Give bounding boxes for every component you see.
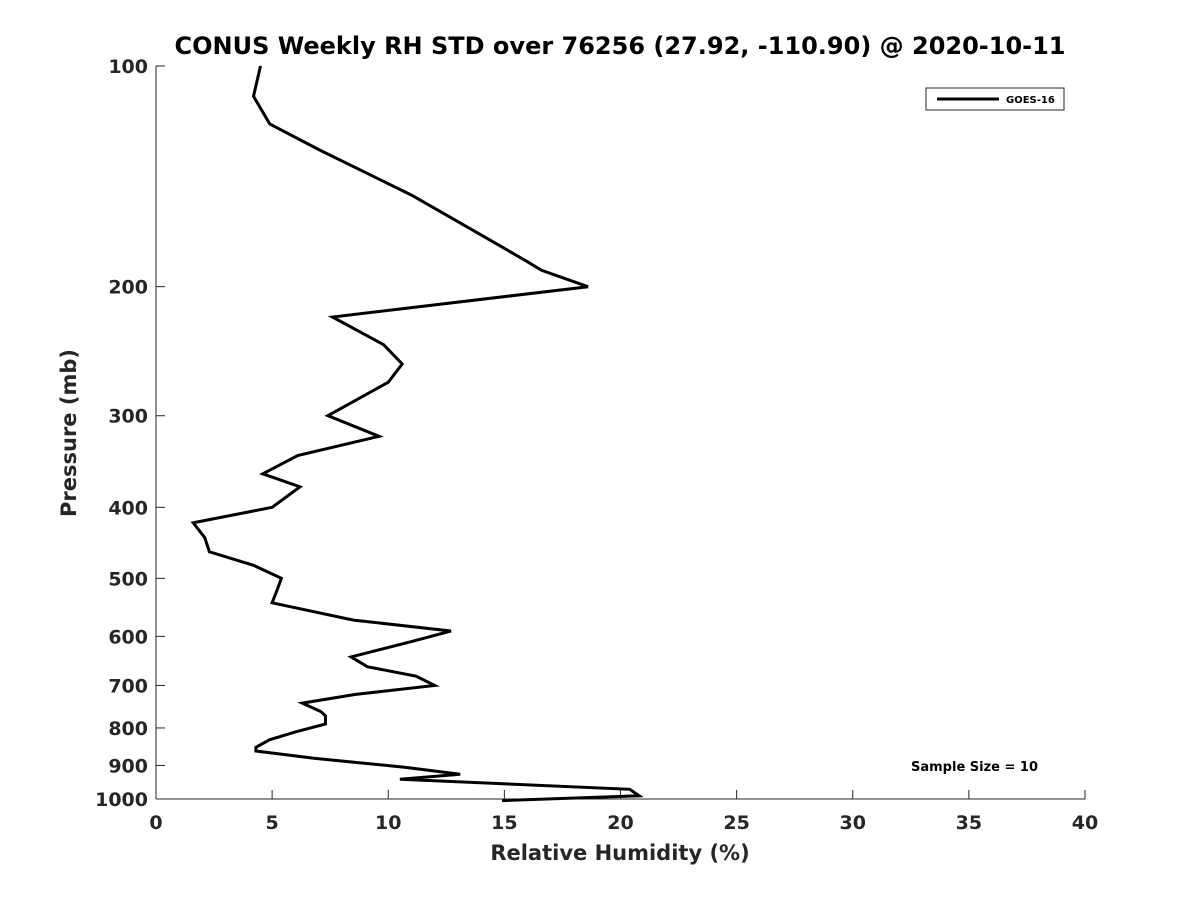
- x-tick-label: 5: [266, 812, 279, 834]
- y-tick-label: 200: [108, 277, 148, 299]
- y-tick-label: 300: [108, 406, 148, 428]
- x-tick-label: 30: [840, 812, 866, 834]
- x-ticks: 0 5 10 15 20 25 30 35 40: [149, 790, 1098, 834]
- y-tick-label: 1000: [95, 789, 148, 811]
- sample-size-annotation: Sample Size = 10: [911, 760, 1038, 775]
- x-tick-label: 0: [149, 812, 162, 834]
- y-ticks: 100 200 300 400 500 600 700 800 900 1000: [95, 56, 165, 811]
- y-axis-label: Pressure (mb): [57, 349, 81, 517]
- legend: GOES-16: [925, 87, 1065, 111]
- x-tick-label: 40: [1072, 812, 1098, 834]
- y-tick-label: 600: [108, 626, 148, 648]
- y-tick-label: 800: [108, 718, 148, 740]
- y-tick-label: 900: [108, 755, 148, 777]
- x-axis-label: Relative Humidity (%): [490, 841, 749, 865]
- series-layer: [190, 65, 644, 803]
- legend-entry: GOES-16: [1006, 95, 1055, 106]
- x-tick-label: 15: [491, 812, 517, 834]
- x-tick-label: 20: [607, 812, 633, 834]
- y-tick-label: 100: [108, 56, 148, 78]
- y-tick-label: 700: [108, 675, 148, 697]
- y-tick-label: 400: [108, 497, 148, 519]
- chart-title: CONUS Weekly RH STD over 76256 (27.92, -…: [174, 32, 1065, 60]
- x-tick-label: 25: [723, 812, 749, 834]
- x-tick-label: 10: [375, 812, 401, 834]
- plot-area: 0 5 10 15 20 25 30 35 40 100 200 300 400 500 600 700 80…: [95, 56, 1098, 834]
- y-tick-label: 500: [108, 568, 148, 590]
- series-line-goes-16: [190, 65, 644, 803]
- x-tick-label: 35: [956, 812, 982, 834]
